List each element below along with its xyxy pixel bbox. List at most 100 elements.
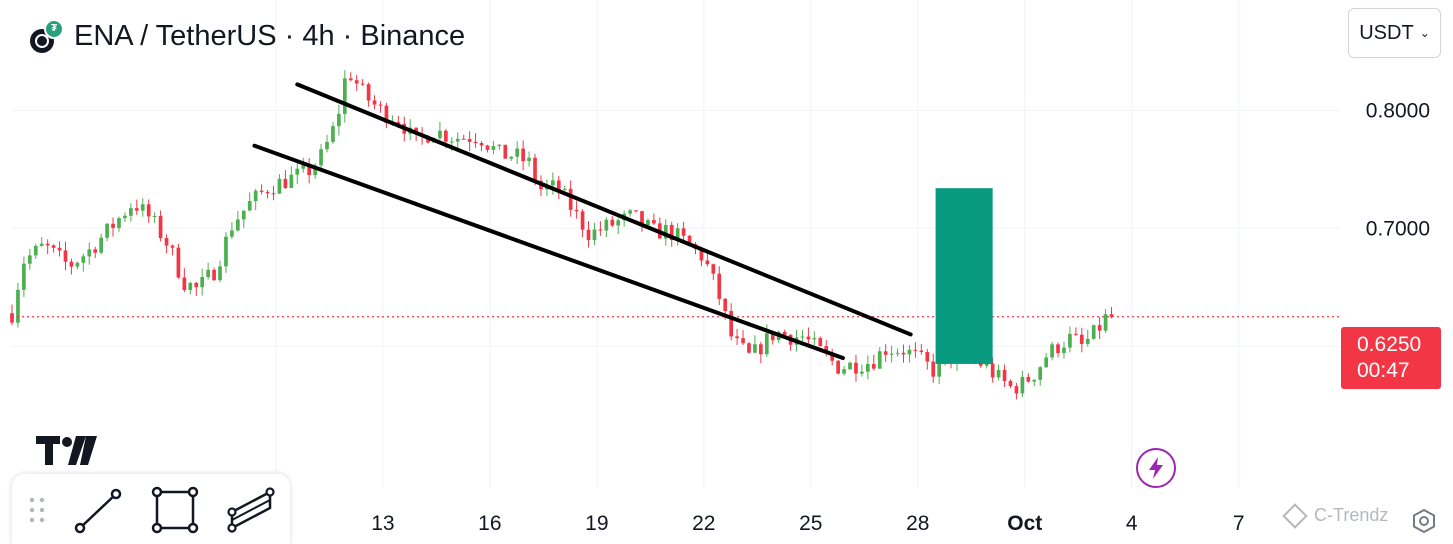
- candle-body: [164, 238, 169, 246]
- candle-body: [57, 247, 62, 251]
- candle-body: [675, 228, 680, 241]
- candle-body: [759, 344, 763, 355]
- candle-body: [22, 263, 26, 290]
- candle-body: [123, 215, 127, 219]
- candle-body: [1002, 369, 1007, 382]
- watermark-text: C-Trendz: [1314, 505, 1389, 525]
- candle-body: [1062, 347, 1066, 353]
- candle-body: [212, 269, 216, 281]
- candle-body: [562, 188, 567, 190]
- candle-body: [907, 349, 912, 355]
- candle-body: [158, 215, 163, 239]
- candle-body: [129, 208, 133, 216]
- candle-body: [140, 204, 145, 211]
- candle-body: [1074, 333, 1078, 335]
- candle-body: [1008, 381, 1013, 387]
- candle-body: [1097, 325, 1102, 331]
- x-tick-label: 4: [1126, 512, 1138, 535]
- x-tick-label: 19: [585, 512, 608, 535]
- candle-body: [170, 245, 175, 248]
- candle-body: [782, 331, 787, 335]
- settings-icon[interactable]: [1411, 508, 1437, 534]
- candle-body: [111, 223, 115, 228]
- candle-body: [574, 209, 579, 212]
- x-tick-label: 22: [692, 512, 715, 535]
- candle-body: [860, 371, 864, 374]
- watermark: C-Trendz: [1282, 502, 1389, 529]
- candle-body: [182, 277, 187, 291]
- descending-channel[interactable]: [252, 82, 913, 361]
- rectangle-icon[interactable]: [149, 486, 201, 538]
- candle-body: [491, 146, 496, 150]
- candle-body: [812, 338, 817, 340]
- candle-body: [533, 157, 537, 181]
- candle-body: [598, 229, 603, 231]
- candle-body: [527, 157, 531, 162]
- candle-body: [188, 282, 193, 291]
- candle-body: [1056, 344, 1060, 353]
- candle-body: [81, 256, 86, 263]
- candle-body: [877, 351, 882, 369]
- candle-body: [265, 191, 270, 194]
- lightning-icon[interactable]: [1136, 448, 1176, 488]
- candle-body: [913, 349, 918, 351]
- candle-body: [895, 352, 900, 354]
- candle-body: [901, 352, 906, 355]
- y-axis: 0.8000 0.7000: [1366, 99, 1430, 240]
- candle-body: [319, 149, 323, 166]
- candle-body: [283, 178, 288, 188]
- x-tick-label: 7: [1233, 512, 1245, 535]
- target-box[interactable]: [935, 188, 993, 364]
- candle-body: [27, 255, 32, 264]
- candle-body: [1050, 344, 1054, 358]
- candle-body: [1079, 334, 1084, 344]
- candle-body: [1044, 357, 1048, 368]
- candle-body: [1026, 377, 1031, 382]
- candle-body: [824, 346, 829, 353]
- candle-body: [325, 141, 329, 150]
- candle-body: [764, 333, 769, 355]
- trend-line-icon[interactable]: [72, 486, 124, 538]
- candle-body: [770, 333, 775, 341]
- tether-icon: ₮: [44, 19, 64, 39]
- x-tick-label: Oct: [1007, 512, 1042, 535]
- candle-body: [990, 363, 995, 378]
- candle-body: [818, 338, 823, 347]
- candle-body: [230, 230, 234, 237]
- candle-body: [1038, 367, 1043, 380]
- candle-body: [236, 219, 240, 231]
- drag-handle-icon[interactable]: [20, 486, 56, 538]
- tradingview-logo-icon[interactable]: [36, 436, 98, 466]
- candle-body: [699, 248, 704, 261]
- candle-body: [806, 336, 811, 340]
- candle-body: [509, 156, 514, 159]
- candle-body: [176, 247, 181, 278]
- y-tick-label: 0.7000: [1366, 217, 1430, 240]
- chart-title: ENA / TetherUS · 4h · Binance: [74, 19, 466, 52]
- chart-title-bar: ₮ ENA / TetherUS · 4h · Binance: [30, 16, 465, 56]
- candle-body: [937, 363, 942, 377]
- candle-body: [616, 220, 621, 226]
- candle-body: [1109, 314, 1114, 317]
- candle-body: [604, 219, 609, 231]
- candle-body: [652, 220, 656, 224]
- candle-body: [1032, 379, 1037, 382]
- candle-body: [63, 250, 68, 262]
- candle-body: [610, 219, 615, 226]
- parallel-channel-icon[interactable]: [226, 486, 278, 538]
- candle-body: [241, 210, 246, 220]
- candle-body: [295, 168, 300, 175]
- candle-body: [134, 208, 139, 211]
- candle-body: [449, 141, 454, 143]
- candle-body: [39, 243, 44, 246]
- watermark-icon: [1282, 502, 1308, 529]
- candle-body: [93, 249, 98, 253]
- candle-body: [271, 193, 276, 195]
- candle-body: [705, 260, 710, 265]
- candle-body: [247, 201, 252, 211]
- candle-body: [663, 224, 668, 239]
- candle-body: [99, 237, 103, 253]
- currency-select[interactable]: USDT ⌄: [1348, 8, 1441, 58]
- candle-body: [105, 223, 109, 238]
